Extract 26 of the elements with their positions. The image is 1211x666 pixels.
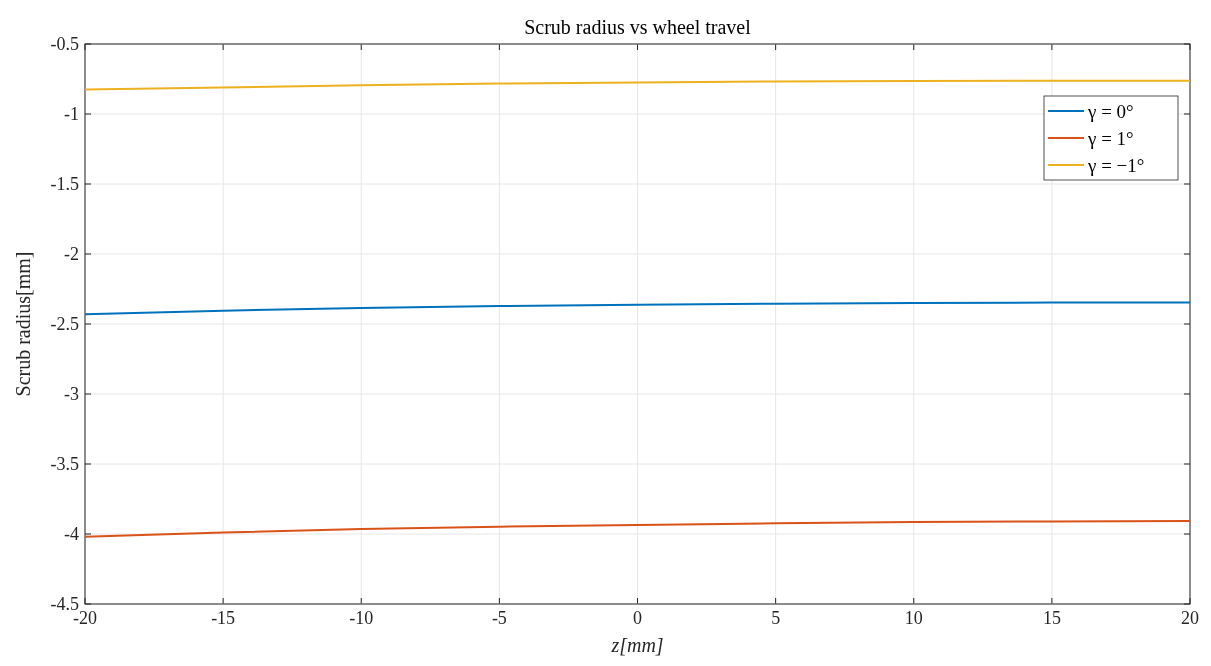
y-tick-label: -3.5 bbox=[50, 454, 79, 475]
x-tick-label: 0 bbox=[633, 608, 642, 628]
x-tick-label: -15 bbox=[211, 608, 236, 628]
legend-label: γ = 1° bbox=[1087, 127, 1134, 149]
y-tick-label: -3 bbox=[64, 384, 79, 405]
x-tick-label: -10 bbox=[349, 608, 374, 628]
x-tick-label: 10 bbox=[904, 608, 923, 628]
y-tick-label: -1.5 bbox=[50, 174, 79, 195]
line-series bbox=[84, 79, 1191, 91]
y-tick-label: -4 bbox=[64, 524, 79, 545]
y-tick-label: -0.5 bbox=[50, 34, 79, 55]
legend-label: γ = −1° bbox=[1087, 154, 1145, 176]
x-tick-label: -5 bbox=[491, 608, 507, 628]
y-tick-label: -1 bbox=[64, 104, 79, 125]
line-series bbox=[84, 301, 1191, 316]
y-tick-label: -4.5 bbox=[50, 594, 79, 615]
y-tick-label: -2.5 bbox=[50, 314, 79, 335]
y-tick-label: -2 bbox=[64, 244, 79, 265]
chart-title: Scrub radius vs wheel travel bbox=[524, 16, 752, 38]
x-tick-label: 20 bbox=[1181, 608, 1199, 628]
y-axis-title: Scrub radius[mm] bbox=[12, 251, 34, 397]
x-tick-label: 5 bbox=[771, 608, 781, 628]
line-series bbox=[84, 519, 1191, 538]
legend-label: γ = 0° bbox=[1087, 100, 1134, 122]
x-axis-title: z[mm] bbox=[610, 634, 664, 656]
x-tick-label: 15 bbox=[1042, 608, 1061, 628]
